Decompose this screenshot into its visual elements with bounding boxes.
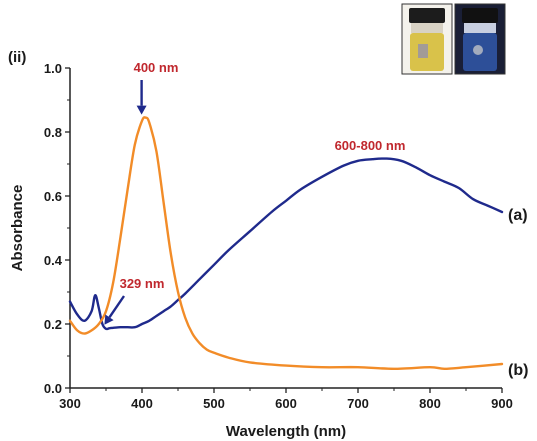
y-tick-label: 1.0 xyxy=(44,61,62,76)
series-b-line xyxy=(68,116,504,370)
y-tick-label: 0.6 xyxy=(44,189,62,204)
axes xyxy=(69,68,502,389)
y-tick-label: 0.2 xyxy=(44,317,62,332)
series-label-a: (a) xyxy=(508,207,528,224)
y-tick-label: 0.4 xyxy=(44,253,63,268)
y-tick-label: 0.8 xyxy=(44,125,62,140)
annotation-arrows xyxy=(104,80,147,325)
x-tick-label: 900 xyxy=(491,396,513,411)
series-group xyxy=(68,116,504,370)
x-tick-label: 500 xyxy=(203,396,225,411)
annotation-600-800nm: 600-800 nm xyxy=(335,138,406,153)
tick-labels: 300 400 500 600 700 800 900 0.0 0.2 0.4 0.6 0.8 1.0 xyxy=(44,61,513,411)
x-tick-label: 600 xyxy=(275,396,297,411)
y-axis-title: Absorbance xyxy=(9,185,26,272)
x-tick-label: 700 xyxy=(347,396,369,411)
x-axis-title: Wavelength (nm) xyxy=(226,423,346,440)
x-tick-label: 300 xyxy=(59,396,81,411)
x-tick-label: 400 xyxy=(131,396,153,411)
arrow-400nm xyxy=(136,80,147,115)
vial-yellow xyxy=(409,8,445,71)
series-a-line xyxy=(68,157,504,331)
vial-blue xyxy=(462,8,498,71)
arrow-329nm xyxy=(104,295,125,325)
panel-label: (ii) xyxy=(8,49,26,66)
series-label-b: (b) xyxy=(508,362,528,379)
annotation-400nm: 400 nm xyxy=(134,60,179,75)
y-tick-label: 0.0 xyxy=(44,381,62,396)
tick-marks xyxy=(65,67,503,393)
annotation-329nm: 329 nm xyxy=(120,276,165,291)
vial-inset-photo xyxy=(401,3,506,75)
x-tick-label: 800 xyxy=(419,396,441,411)
